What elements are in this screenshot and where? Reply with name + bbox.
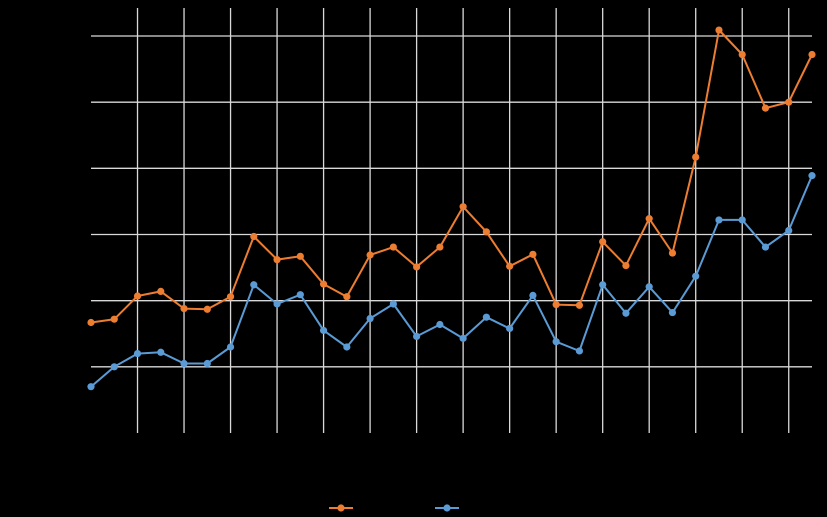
data-point [622, 309, 630, 317]
data-point [645, 215, 653, 223]
data-point [459, 203, 467, 211]
data-point [552, 301, 560, 309]
data-point [529, 291, 537, 299]
data-point [250, 232, 258, 241]
data-point [622, 261, 630, 270]
legend [329, 504, 459, 512]
data-point [389, 300, 397, 308]
gridlines [91, 8, 812, 433]
series-line [90, 175, 813, 388]
data-point [738, 50, 746, 59]
data-point [808, 172, 816, 180]
data-point [87, 383, 95, 391]
data-point [413, 263, 421, 271]
data-point [226, 343, 235, 351]
data-point [785, 226, 793, 235]
data-point [110, 363, 118, 371]
plot-area [87, 26, 816, 391]
data-point [575, 301, 584, 309]
data-point [668, 308, 677, 317]
data-point [110, 315, 118, 323]
data-point [343, 293, 351, 301]
data-point [436, 320, 444, 329]
data-point [250, 281, 258, 289]
data-point [133, 350, 142, 358]
data-point [203, 359, 211, 368]
data-point [273, 256, 281, 264]
data-point [296, 252, 304, 260]
data-point [180, 359, 188, 368]
data-point [506, 324, 514, 333]
data-point [506, 262, 514, 270]
legend-item [329, 504, 353, 512]
data-point [133, 292, 142, 300]
data-point [180, 305, 188, 313]
data-point [366, 251, 374, 259]
data-point [87, 318, 95, 327]
data-point [226, 293, 235, 301]
data-point [599, 281, 607, 289]
data-point [157, 287, 165, 296]
data-point [413, 332, 421, 340]
data-point [715, 216, 723, 224]
data-point [761, 104, 770, 112]
data-point [459, 334, 467, 342]
data-point [715, 26, 723, 34]
data-point [343, 343, 351, 351]
data-point [668, 249, 677, 257]
series-1 [87, 26, 816, 327]
data-point [599, 238, 607, 246]
legend-item [435, 504, 459, 512]
data-point [203, 305, 211, 313]
data-point [692, 272, 700, 280]
data-point [296, 291, 304, 299]
data-point [319, 280, 328, 288]
data-point [552, 338, 560, 346]
legend-marker [337, 504, 345, 512]
data-point [157, 348, 165, 356]
data-point [529, 250, 537, 258]
data-point [645, 283, 653, 291]
legend-marker [443, 504, 451, 512]
data-point [692, 153, 700, 161]
series-line [90, 29, 813, 324]
data-point [366, 314, 374, 323]
data-point [575, 347, 584, 355]
data-point [482, 228, 490, 236]
data-point [319, 326, 328, 335]
data-point [785, 98, 793, 106]
data-point [738, 216, 746, 224]
data-point [761, 243, 770, 251]
series-2 [87, 172, 816, 391]
data-point [482, 313, 490, 321]
data-point [808, 50, 816, 59]
data-point [273, 300, 281, 308]
data-point [436, 243, 444, 251]
data-point [389, 243, 397, 251]
